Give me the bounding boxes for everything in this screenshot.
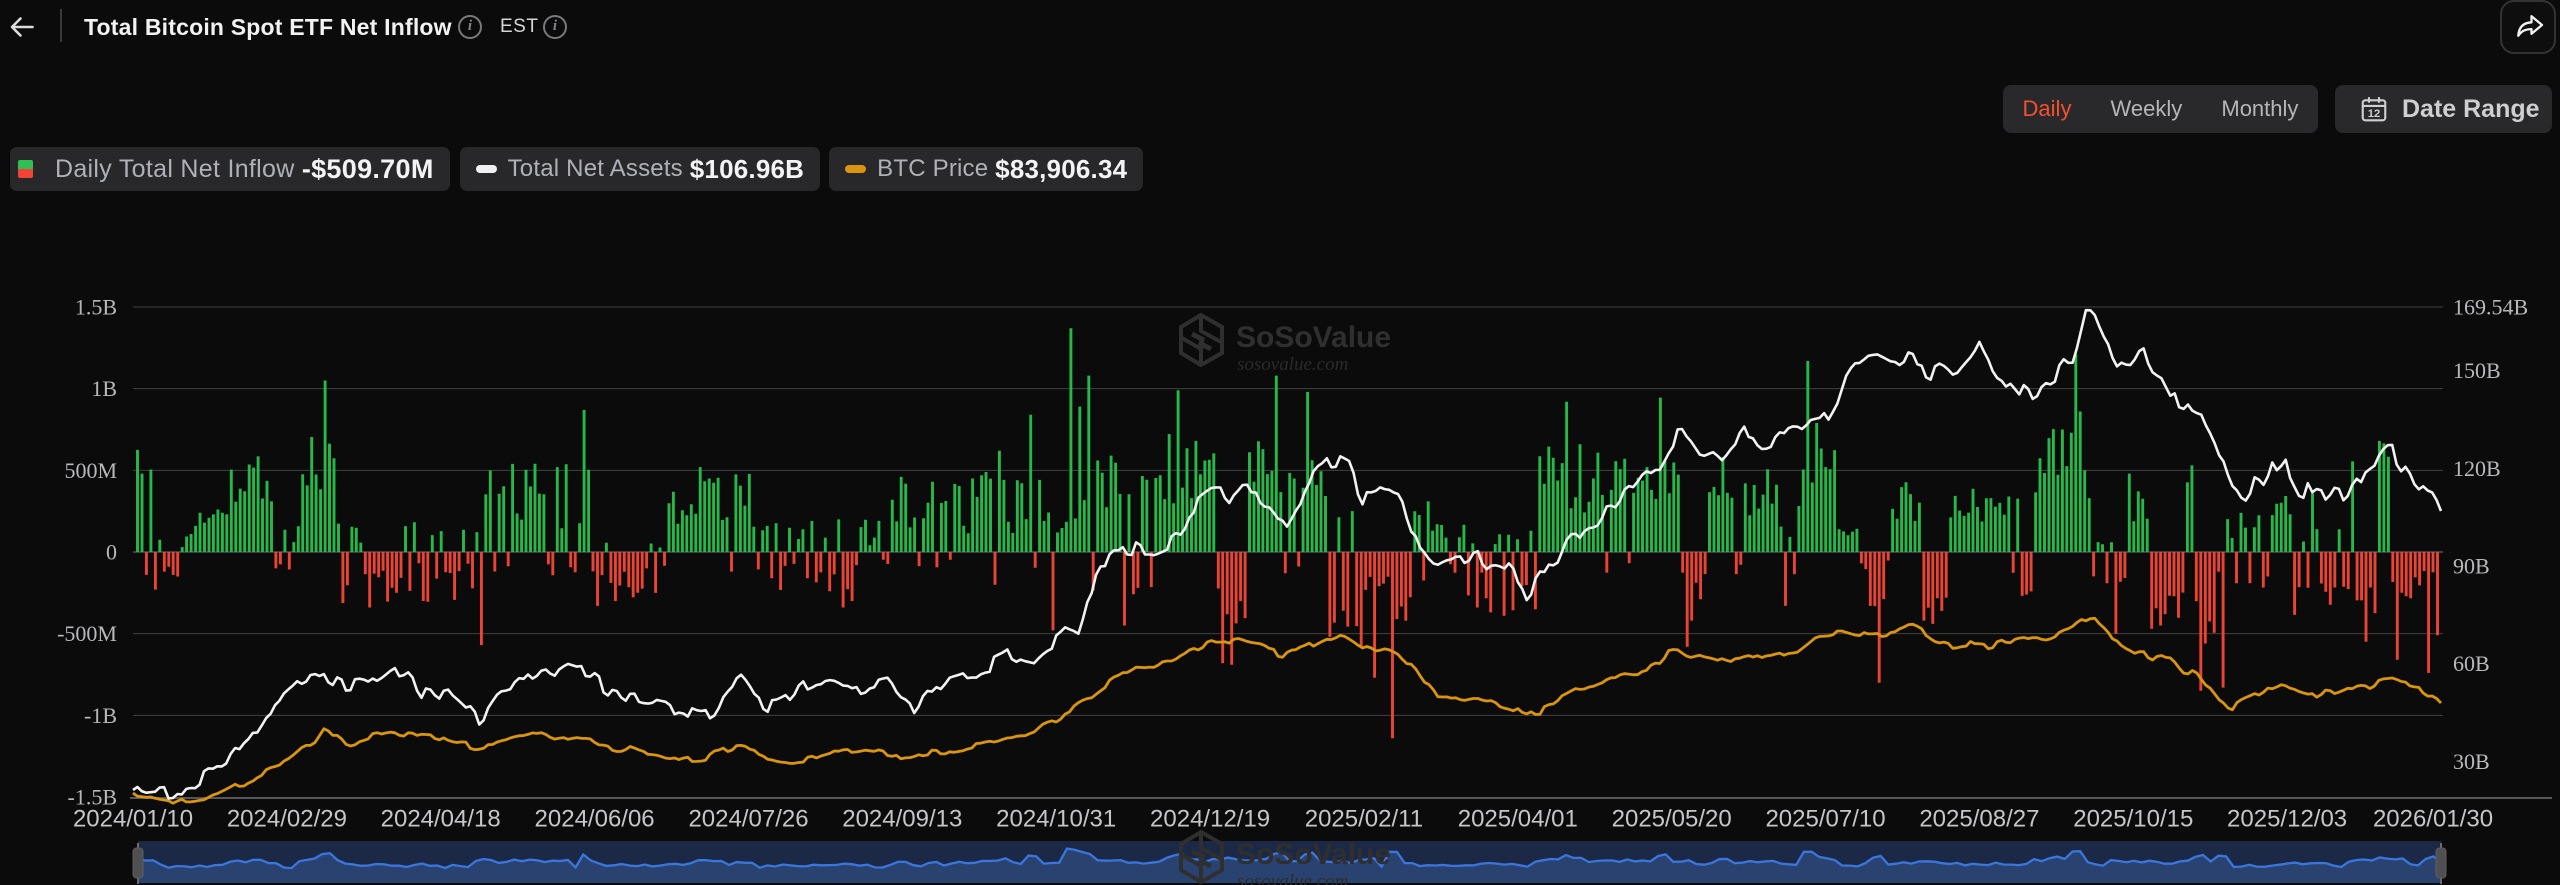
svg-text:2025/10/15: 2025/10/15 — [2073, 806, 2193, 833]
svg-text:2025/04/01: 2025/04/01 — [1458, 806, 1578, 833]
svg-text:-1.5B: -1.5B — [68, 785, 118, 810]
svg-text:1B: 1B — [91, 376, 117, 401]
svg-text:150B: 150B — [2453, 358, 2501, 383]
svg-text:SoSoValue: SoSoValue — [1236, 838, 1391, 871]
svg-text:-1B: -1B — [84, 703, 117, 728]
svg-text:0: 0 — [106, 540, 117, 565]
svg-text:2025/08/27: 2025/08/27 — [1919, 806, 2039, 833]
svg-text:12: 12 — [2368, 108, 2381, 120]
svg-text:SoSoValue: SoSoValue — [1236, 321, 1391, 354]
svg-text:2024/07/26: 2024/07/26 — [688, 806, 808, 833]
svg-text:2026/01/30: 2026/01/30 — [2373, 806, 2493, 833]
svg-text:2024/09/13: 2024/09/13 — [842, 806, 962, 833]
svg-text:sosovalue.com: sosovalue.com — [1237, 871, 1348, 885]
svg-text:2024/10/31: 2024/10/31 — [996, 806, 1116, 833]
svg-text:-500M: -500M — [57, 621, 117, 646]
svg-text:2024/04/18: 2024/04/18 — [381, 806, 501, 833]
svg-text:120B: 120B — [2453, 456, 2501, 481]
svg-text:sosovalue.com: sosovalue.com — [1237, 354, 1348, 375]
svg-text:1.5B: 1.5B — [75, 295, 117, 320]
svg-text:90B: 90B — [2453, 554, 2490, 579]
svg-text:2024/01/10: 2024/01/10 — [73, 806, 193, 833]
svg-text:500M: 500M — [64, 458, 117, 483]
svg-text:2024/06/06: 2024/06/06 — [535, 806, 655, 833]
svg-text:2024/12/19: 2024/12/19 — [1150, 806, 1270, 833]
svg-text:2025/12/03: 2025/12/03 — [2227, 806, 2347, 833]
svg-text:2025/07/10: 2025/07/10 — [1765, 806, 1885, 833]
svg-text:2025/02/11: 2025/02/11 — [1305, 806, 1423, 833]
svg-text:2024/02/29: 2024/02/29 — [227, 806, 347, 833]
svg-text:169.54B: 169.54B — [2453, 295, 2528, 320]
svg-text:2025/05/20: 2025/05/20 — [1612, 806, 1732, 833]
svg-text:30B: 30B — [2453, 749, 2490, 774]
svg-text:60B: 60B — [2453, 651, 2490, 676]
